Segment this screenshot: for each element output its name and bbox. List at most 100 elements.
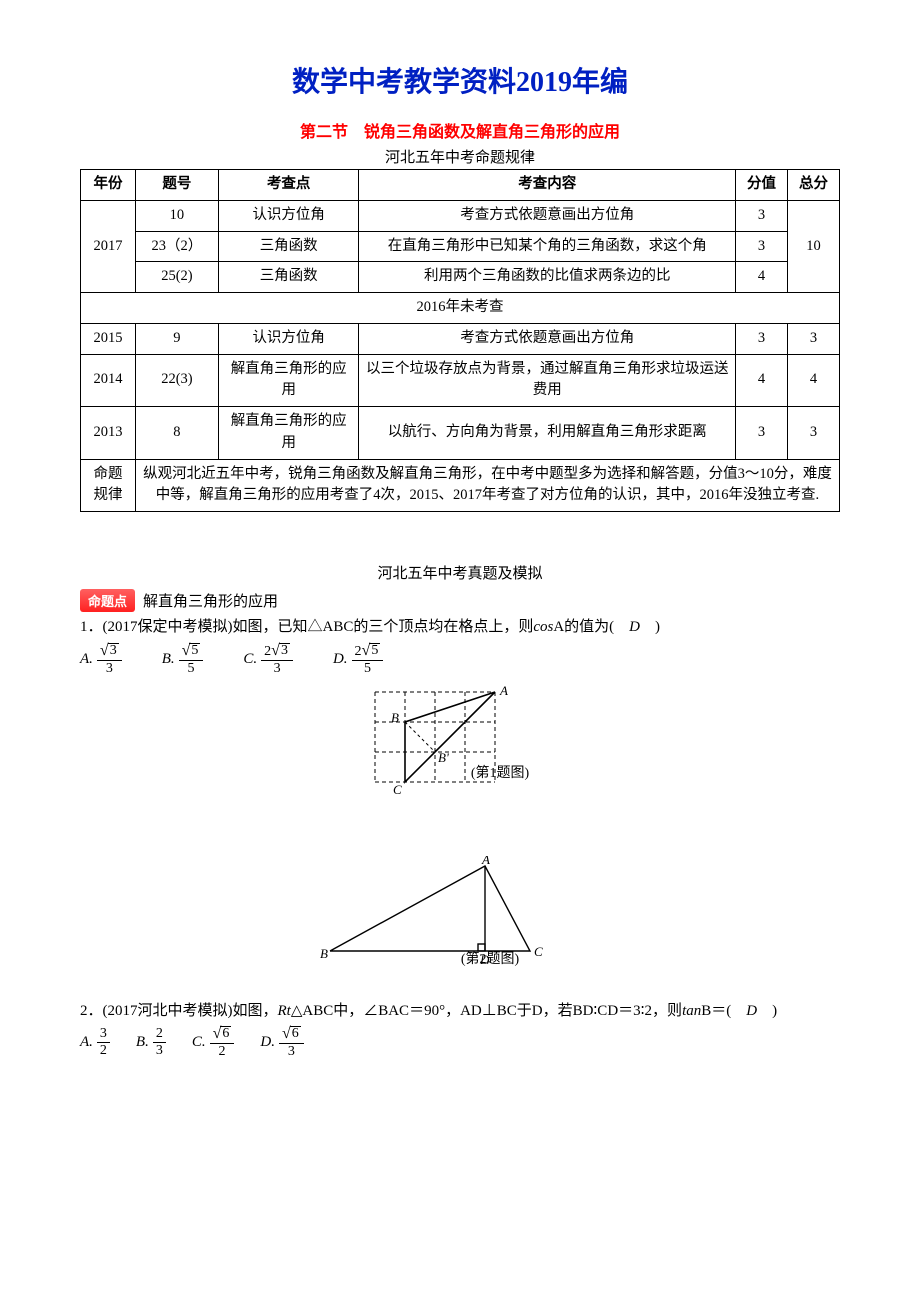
table-row: 2016年未考查: [81, 293, 840, 324]
q1-figure: A B B' C (第1题图): [80, 682, 840, 842]
q2-opt-d: D. √6 3: [260, 1026, 303, 1059]
q1-answer: D: [629, 619, 640, 635]
svg-text:B': B': [438, 750, 449, 765]
cell-total: 10: [788, 200, 840, 292]
opt-label: D.: [260, 1034, 275, 1051]
cell-num: 23（2）: [135, 231, 218, 262]
cell-total: 3: [788, 323, 840, 354]
q2-svg: A B D C: [320, 856, 600, 966]
topic-row: 命题点 解直角三角形的应用: [80, 589, 840, 612]
cell-content: 在直角三角形中已知某个角的三角函数，求这个角: [359, 231, 736, 262]
q1-cos: cos: [533, 619, 553, 635]
cell-score: 4: [736, 354, 788, 407]
q2-opt-a: A. 3 2: [80, 1027, 110, 1058]
cell-point: 三角函数: [218, 262, 359, 293]
q2-options: A. 3 2 B. 2 3 C. √6 2 D. √6 3: [80, 1026, 840, 1059]
q2-text-a: 2．(2017河北中考模拟)如图，: [80, 1003, 278, 1019]
fraction: 2√5 5: [352, 643, 384, 676]
table-row: 25(2) 三角函数 利用两个三角函数的比值求两条边的比 4: [81, 262, 840, 293]
cell-year: 2015: [81, 323, 136, 354]
den: 5: [361, 661, 374, 676]
sqrt-arg: 3: [279, 643, 290, 658]
cell-score: 4: [736, 262, 788, 293]
th-total: 总分: [788, 170, 840, 201]
cell-year: 2014: [81, 354, 136, 407]
th-score: 分值: [736, 170, 788, 201]
th-year: 年份: [81, 170, 136, 201]
cell-content: 以航行、方向角为背景，利用解直角三角形求距离: [359, 407, 736, 460]
cell-year: 2013: [81, 407, 136, 460]
den: 3: [103, 661, 116, 676]
th-point: 考查点: [218, 170, 359, 201]
svg-text:A: A: [481, 856, 490, 867]
section2-caption: 河北五年中考真题及模拟: [80, 562, 840, 583]
section-title: 第二节 锐角三角函数及解直角三角形的应用: [80, 118, 840, 142]
den: 2: [216, 1044, 229, 1059]
cell-total: 3: [788, 407, 840, 460]
cell-year: 2017: [81, 200, 136, 292]
sqrt-arg: 3: [108, 643, 119, 658]
opt-label: B.: [136, 1034, 149, 1051]
q2-tan: tan: [682, 1003, 701, 1019]
cell-point: 三角函数: [218, 231, 359, 262]
th-content: 考查内容: [359, 170, 736, 201]
q1-opt-c: C. 2√3 3: [243, 643, 293, 676]
opt-label: C.: [192, 1034, 206, 1051]
page-title: 数学中考教学资料2019年编: [80, 60, 840, 100]
q1-opt-b: B. √5 5: [162, 643, 204, 676]
fraction: 2√3 3: [261, 643, 293, 676]
q1-text-a: 1．(2017保定中考模拟)如图，已知△ABC的三个顶点均在格点上，则: [80, 619, 533, 635]
table-row: 命题规律 纵观河北近五年中考，锐角三角函数及解直角三角形，在中考中题型多为选择和…: [81, 459, 840, 512]
num: 2: [153, 1027, 166, 1043]
cell-num: 9: [135, 323, 218, 354]
q2-figure: A B D C (第2题图): [80, 856, 840, 986]
cell-num: 25(2): [135, 262, 218, 293]
topic-badge: 命题点: [80, 589, 135, 612]
den: 5: [185, 661, 198, 676]
num-pre: 2: [355, 644, 362, 659]
fraction: √6 3: [279, 1026, 304, 1059]
q2-opt-b: B. 2 3: [136, 1027, 166, 1058]
den: 3: [153, 1043, 166, 1058]
sqrt-arg: 5: [189, 643, 200, 658]
q2-rt: Rt: [278, 1003, 291, 1019]
fraction: 2 3: [153, 1027, 166, 1058]
cell-num: 22(3): [135, 354, 218, 407]
rules-table: 年份 题号 考查点 考查内容 分值 总分 2017 10 认识方位角 考查方式依…: [80, 169, 840, 512]
cell-content: 考查方式依题意画出方位角: [359, 200, 736, 231]
q1-options: A. √3 3 B. √5 5 C. 2√3 3 D. 2√5 5: [80, 643, 840, 676]
cell-summary-text: 纵观河北近五年中考，锐角三角函数及解直角三角形，在中考中题型多为选择和解答题，分…: [135, 459, 839, 512]
den: 2: [97, 1043, 110, 1058]
cell-point: 解直角三角形的应用: [218, 407, 359, 460]
q1-svg: A B B' C: [345, 682, 575, 822]
q2-text-c: B＝(: [701, 1003, 746, 1019]
cell-content: 利用两个三角函数的比值求两条边的比: [359, 262, 736, 293]
num-pre: 2: [264, 644, 271, 659]
den: 3: [285, 1044, 298, 1059]
q2-text-d: ): [757, 1003, 777, 1019]
cell-point: 认识方位角: [218, 323, 359, 354]
cell-summary-label: 命题规律: [81, 459, 136, 512]
q1-text-b: A的值为(: [553, 619, 629, 635]
table-row: 2015 9 认识方位角 考查方式依题意画出方位角 3 3: [81, 323, 840, 354]
cell-content: 以三个垃圾存放点为背景，通过解直角三角形求垃圾运送费用: [359, 354, 736, 407]
table-row: 2017 10 认识方位角 考查方式依题意画出方位角 3 10: [81, 200, 840, 231]
sqrt-arg: 6: [290, 1026, 301, 1041]
cell-2016: 2016年未考查: [81, 293, 840, 324]
svg-text:C: C: [534, 944, 543, 959]
q2-answer: D: [746, 1003, 757, 1019]
cell-score: 3: [736, 407, 788, 460]
table-caption: 河北五年中考命题规律: [80, 146, 840, 167]
cell-score: 3: [736, 231, 788, 262]
table-row: 2014 22(3) 解直角三角形的应用 以三个垃圾存放点为背景，通过解直角三角…: [81, 354, 840, 407]
opt-label: A.: [80, 1034, 93, 1051]
q2-opt-c: C. √6 2: [192, 1026, 235, 1059]
q1-fig-caption: (第1题图): [471, 766, 529, 781]
fraction: √3 3: [97, 643, 122, 676]
q1-opt-a: A. √3 3: [80, 643, 122, 676]
q2-fig-caption: (第2题图): [461, 952, 519, 967]
cell-score: 3: [736, 323, 788, 354]
topic-text: 解直角三角形的应用: [143, 590, 278, 611]
cell-point: 解直角三角形的应用: [218, 354, 359, 407]
q1-text: 1．(2017保定中考模拟)如图，已知△ABC的三个顶点均在格点上，则cosA的…: [80, 616, 840, 639]
